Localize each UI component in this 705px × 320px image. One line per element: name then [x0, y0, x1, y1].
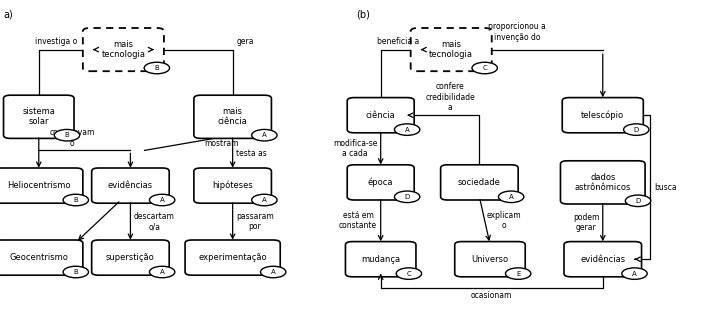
FancyBboxPatch shape: [194, 95, 271, 138]
Circle shape: [472, 62, 498, 74]
Circle shape: [623, 124, 649, 135]
Text: evidências: evidências: [108, 181, 153, 190]
Text: mudança: mudança: [361, 255, 400, 264]
Text: modifica-se
a cada: modifica-se a cada: [333, 139, 377, 158]
Text: hipóteses: hipóteses: [212, 181, 253, 190]
Text: confere
credibilidade
a: confere credibilidade a: [425, 82, 475, 112]
Circle shape: [252, 129, 277, 141]
Text: telescópio: telescópio: [581, 110, 625, 120]
Text: beneficia a: beneficia a: [377, 37, 419, 46]
Text: A: A: [160, 269, 164, 275]
FancyBboxPatch shape: [83, 28, 164, 71]
Circle shape: [252, 194, 277, 206]
Text: mostram: mostram: [204, 139, 239, 148]
Text: testa as: testa as: [236, 149, 267, 158]
Circle shape: [396, 268, 422, 279]
Text: investiga o: investiga o: [35, 37, 78, 46]
Circle shape: [260, 266, 286, 278]
Text: passaram
por: passaram por: [236, 212, 274, 231]
FancyBboxPatch shape: [348, 165, 415, 200]
FancyBboxPatch shape: [441, 165, 518, 200]
Text: A: A: [160, 197, 164, 203]
Text: D: D: [635, 198, 641, 204]
Text: sociedade: sociedade: [458, 178, 501, 187]
Circle shape: [63, 194, 89, 206]
Text: Universo: Universo: [472, 255, 508, 264]
Text: ocasionam: ocasionam: [471, 291, 513, 300]
Circle shape: [149, 194, 175, 206]
Text: C: C: [407, 271, 411, 276]
Text: Geocentrismo: Geocentrismo: [9, 253, 68, 262]
Circle shape: [622, 268, 647, 279]
Text: descartam
o/a: descartam o/a: [134, 212, 175, 231]
Circle shape: [505, 268, 531, 279]
Text: superstição: superstição: [106, 253, 155, 262]
FancyBboxPatch shape: [455, 242, 525, 277]
Text: mais
tecnologia: mais tecnologia: [102, 40, 145, 59]
Circle shape: [63, 266, 89, 278]
Text: B: B: [65, 132, 69, 138]
Text: D: D: [634, 127, 639, 132]
FancyBboxPatch shape: [345, 242, 416, 277]
Text: B: B: [73, 197, 78, 203]
Text: A: A: [632, 271, 637, 276]
FancyBboxPatch shape: [348, 98, 415, 133]
Text: B: B: [73, 269, 78, 275]
Circle shape: [498, 191, 524, 203]
Text: explicam
o: explicam o: [486, 211, 521, 230]
Text: mais
ciência: mais ciência: [218, 107, 247, 126]
Text: A: A: [271, 269, 276, 275]
Text: dados
astrônômicos: dados astrônômicos: [575, 173, 631, 192]
FancyBboxPatch shape: [560, 161, 645, 204]
Text: proporcionou a
invenção do: proporcionou a invenção do: [488, 22, 546, 42]
Text: evidências: evidências: [580, 255, 625, 264]
Text: A: A: [262, 132, 266, 138]
Circle shape: [149, 266, 175, 278]
FancyBboxPatch shape: [92, 240, 169, 275]
Text: mais
tecnologia: mais tecnologia: [429, 40, 473, 59]
FancyBboxPatch shape: [410, 28, 492, 71]
Text: E: E: [516, 271, 520, 276]
Text: sistema
solar: sistema solar: [23, 107, 55, 126]
Text: experimentação: experimentação: [198, 253, 267, 262]
Text: podem
gerar: podem gerar: [573, 213, 599, 233]
Text: ciência: ciência: [366, 111, 396, 120]
Text: comprovam
o: comprovam o: [49, 128, 94, 148]
Text: D: D: [405, 194, 410, 200]
Circle shape: [625, 195, 651, 207]
Text: gera: gera: [236, 37, 254, 46]
FancyBboxPatch shape: [0, 168, 83, 203]
FancyBboxPatch shape: [564, 242, 642, 277]
FancyBboxPatch shape: [4, 95, 74, 138]
FancyBboxPatch shape: [0, 240, 83, 275]
Text: C: C: [482, 65, 487, 71]
Text: A: A: [509, 194, 513, 200]
FancyBboxPatch shape: [185, 240, 281, 275]
FancyBboxPatch shape: [563, 98, 644, 133]
Circle shape: [395, 191, 420, 203]
Text: busca: busca: [654, 183, 677, 192]
Text: A: A: [262, 197, 266, 203]
Text: a): a): [4, 10, 13, 20]
Text: A: A: [405, 127, 410, 132]
Text: Heliocentrismo: Heliocentrismo: [7, 181, 71, 190]
FancyBboxPatch shape: [92, 168, 169, 203]
Text: está em
constante: está em constante: [339, 211, 377, 230]
Text: época: época: [368, 178, 393, 187]
Text: B: B: [154, 65, 159, 71]
FancyBboxPatch shape: [194, 168, 271, 203]
Circle shape: [395, 124, 420, 135]
Circle shape: [144, 62, 169, 74]
Circle shape: [54, 129, 80, 141]
Text: (b): (b): [356, 10, 370, 20]
